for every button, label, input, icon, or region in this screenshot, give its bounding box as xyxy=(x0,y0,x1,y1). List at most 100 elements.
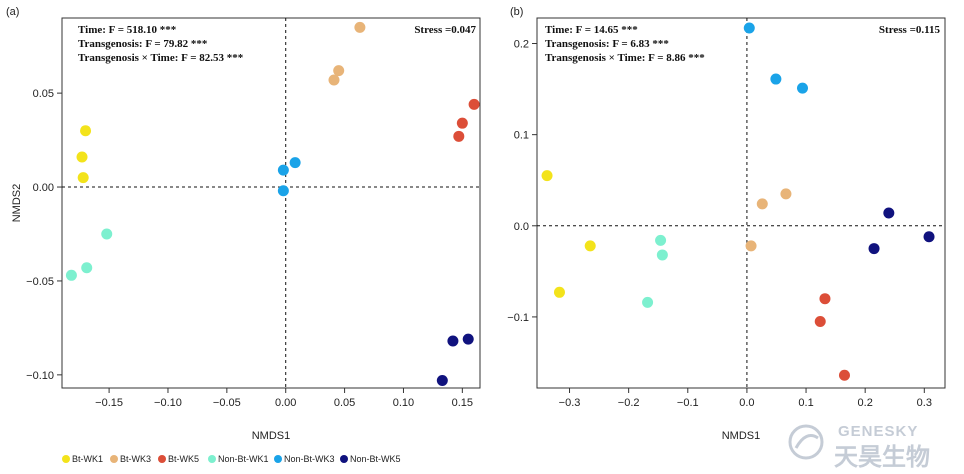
panel-b-x-label: NMDS1 xyxy=(722,430,761,442)
panel-b-point-non-bt-wk3 xyxy=(743,22,755,34)
legend-marker-non-bt-wk5 xyxy=(340,455,348,463)
panel-a-point-non-bt-wk5 xyxy=(462,333,474,345)
legend-label-non-bt-wk5: Non-Bt-WK5 xyxy=(350,454,401,464)
legend: Bt-WK1 Bt-WK3 Bt-WK5 Non-Bt-WK1 Non-Bt-WK3 No… xyxy=(62,454,401,464)
watermark-cn: 天昊生物 xyxy=(834,443,930,471)
panel-b: (b) −0.3 −0.2 −0.1 0.0 0.1 0.2 0.3 −0.1 0.0 0.1 0… xyxy=(507,6,946,442)
panel-a-x-tick-label: 0.10 xyxy=(393,397,414,409)
panel-b-point-non-bt-wk1 xyxy=(656,249,668,261)
panel-b-x-tick-label: −0.3 xyxy=(559,397,581,409)
panel-b-x-tick-label: 0.0 xyxy=(739,397,754,409)
panel-a-x-tick-label: −0.15 xyxy=(95,397,123,409)
panel-b-point-bt-wk1 xyxy=(584,240,596,252)
panel-a-point-non-bt-wk3 xyxy=(277,164,289,176)
panel-a-point-non-bt-wk1 xyxy=(65,269,77,281)
watermark: GENESKY 天昊生物 xyxy=(788,423,930,471)
panel-b-x-tick-label: 0.1 xyxy=(798,397,813,409)
panel-a-y-label: NMDS2 xyxy=(11,184,23,223)
panel-b-x-tick-label: −0.1 xyxy=(677,397,699,409)
panel-b-point-non-bt-wk5 xyxy=(883,207,895,219)
panel-b-y-tick-label: 0.2 xyxy=(514,39,529,51)
legend-label-bt-wk3: Bt-WK3 xyxy=(120,454,151,464)
panel-a-x-tick-label: 0.00 xyxy=(275,397,296,409)
panel-b-point-bt-wk3 xyxy=(756,198,768,210)
panel-a-point-non-bt-wk1 xyxy=(81,262,93,274)
legend-marker-non-bt-wk1 xyxy=(208,455,216,463)
panel-a: (a) −0.15 −0.10 −0.05 0.00 0.05 0.10 0.15 −0.1… xyxy=(6,6,481,442)
panel-b-point-non-bt-wk1 xyxy=(642,296,654,308)
panel-a-point-non-bt-wk1 xyxy=(101,228,113,240)
panel-b-point-bt-wk1 xyxy=(553,286,565,298)
panel-a-point-bt-wk1 xyxy=(76,151,88,163)
panel-a-label: (a) xyxy=(6,6,19,18)
panel-b-point-bt-wk3 xyxy=(780,188,792,200)
panel-a-x-label: NMDS1 xyxy=(252,430,291,442)
panel-b-y-tick-label: 0.1 xyxy=(514,130,529,142)
legend-label-non-bt-wk1: Non-Bt-WK1 xyxy=(218,454,269,464)
watermark-en: GENESKY xyxy=(838,423,918,440)
panel-a-point-bt-wk1 xyxy=(80,125,92,137)
panel-a-stat-transgenosis: Transgenosis: F = 79.82 *** xyxy=(78,38,208,50)
panel-a-x-tick-label: −0.10 xyxy=(154,397,182,409)
legend-marker-non-bt-wk3 xyxy=(274,455,282,463)
panel-a-point-non-bt-wk3 xyxy=(289,157,301,169)
panel-b-stat-transgenosis: Transgenosis: F = 6.83 *** xyxy=(545,38,669,50)
panel-b-y-tick-label: −0.1 xyxy=(507,312,529,324)
legend-label-non-bt-wk3: Non-Bt-WK3 xyxy=(284,454,335,464)
panel-a-point-bt-wk3 xyxy=(333,65,345,77)
panel-b-point-non-bt-wk1 xyxy=(655,234,667,246)
panel-a-points xyxy=(65,21,480,386)
panel-b-point-non-bt-wk3 xyxy=(770,73,782,85)
panel-b-point-bt-wk5 xyxy=(819,293,831,305)
panel-a-point-bt-wk1 xyxy=(77,172,89,184)
panel-b-point-non-bt-wk3 xyxy=(796,82,808,94)
panel-b-point-non-bt-wk5 xyxy=(868,243,880,255)
panel-a-y-tick-label: −0.10 xyxy=(26,370,54,382)
legend-label-bt-wk5: Bt-WK5 xyxy=(168,454,199,464)
panel-a-x-axis: −0.15 −0.10 −0.05 0.00 0.05 0.10 0.15 xyxy=(95,388,473,409)
panel-a-stress: Stress =0.047 xyxy=(414,24,476,36)
panel-b-point-bt-wk1 xyxy=(541,170,553,182)
panel-a-point-non-bt-wk3 xyxy=(277,185,289,197)
panel-b-stat-interaction: Transgenosis × Time: F = 8.86 *** xyxy=(545,52,705,64)
panel-a-y-tick-label: −0.05 xyxy=(26,276,54,288)
panel-a-point-non-bt-wk5 xyxy=(436,374,448,386)
panel-b-frame xyxy=(536,17,946,389)
panel-b-x-tick-label: 0.3 xyxy=(917,397,932,409)
panel-b-stress: Stress =0.115 xyxy=(879,24,941,36)
panel-b-point-bt-wk5 xyxy=(814,315,826,327)
panel-b-point-bt-wk5 xyxy=(838,369,850,381)
panel-a-reference-lines xyxy=(62,18,480,388)
panel-a-point-bt-wk3 xyxy=(354,21,366,33)
panel-a-x-tick-label: 0.05 xyxy=(334,397,355,409)
panel-a-point-non-bt-wk5 xyxy=(447,335,459,347)
panel-a-x-tick-label: −0.05 xyxy=(213,397,241,409)
panel-b-reference-lines xyxy=(537,18,945,388)
panel-a-point-bt-wk5 xyxy=(453,130,465,142)
watermark-swoosh-icon xyxy=(794,434,819,449)
panel-b-label: (b) xyxy=(510,6,523,18)
watermark-logo-icon xyxy=(788,424,824,460)
panel-a-y-tick-label: 0.05 xyxy=(33,88,54,100)
legend-marker-bt-wk3 xyxy=(110,455,118,463)
panel-a-point-bt-wk3 xyxy=(328,74,340,86)
panel-a-stat-interaction: Transgenosis × Time: F = 82.53 *** xyxy=(78,52,244,64)
panel-b-x-tick-label: −0.2 xyxy=(618,397,640,409)
panel-a-stat-time: Time: F = 518.10 *** xyxy=(78,24,177,36)
legend-marker-bt-wk1 xyxy=(62,455,70,463)
panel-b-y-tick-label: 0.0 xyxy=(514,221,529,233)
panel-a-y-axis: −0.10 −0.05 0.00 0.05 xyxy=(26,88,62,382)
panel-a-x-tick-label: 0.15 xyxy=(452,397,473,409)
panel-b-x-axis: −0.3 −0.2 −0.1 0.0 0.1 0.2 0.3 xyxy=(559,388,932,409)
panel-a-y-tick-label: 0.00 xyxy=(33,182,54,194)
legend-label-bt-wk1: Bt-WK1 xyxy=(72,454,103,464)
panel-b-stat-time: Time: F = 14.65 *** xyxy=(545,24,638,36)
panel-a-point-bt-wk5 xyxy=(456,117,468,129)
panel-a-frame xyxy=(61,17,481,389)
panel-b-x-tick-label: 0.2 xyxy=(858,397,873,409)
panel-b-points xyxy=(541,22,935,381)
panel-b-point-bt-wk3 xyxy=(745,240,757,252)
panel-b-y-axis: −0.1 0.0 0.1 0.2 xyxy=(507,39,537,324)
panel-a-point-bt-wk5 xyxy=(468,98,480,110)
